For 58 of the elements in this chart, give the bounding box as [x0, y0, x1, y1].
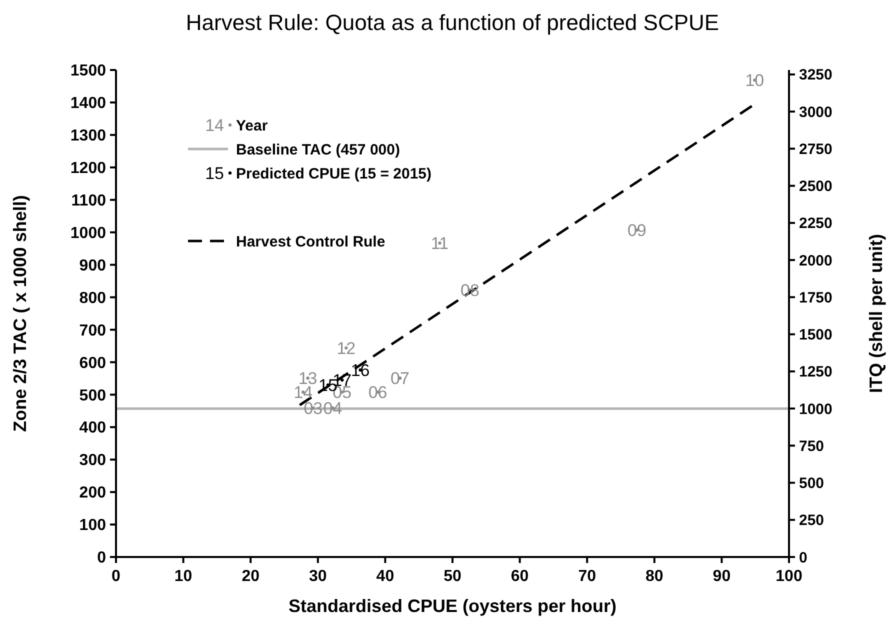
legend-label: Baseline TAC (457 000) [236, 141, 400, 158]
y2-tick-label: 1000 [799, 400, 832, 418]
y2-axis-title: ITQ (shell per unit) [866, 234, 886, 394]
x-tick-label: 40 [376, 568, 394, 585]
y-tick-label: 500 [79, 387, 106, 404]
y2-tick-label: 1250 [799, 364, 832, 381]
annotation: 11 [430, 234, 449, 253]
y2-tick-label: 750 [799, 438, 824, 455]
y-tick-label: 900 [79, 257, 106, 274]
y2-tick-label: 0 [799, 549, 808, 566]
x-tick-label: 100 [776, 568, 802, 585]
x-tick-label: 20 [242, 568, 260, 585]
x-tick-label: 50 [444, 568, 462, 585]
y2-tick-label: 2750 [799, 140, 832, 158]
y-tick-label: 200 [79, 484, 106, 502]
x-tick-label: 10 [174, 568, 192, 585]
y2-tick-label: 500 [799, 475, 824, 492]
legend-label: Year [236, 117, 268, 134]
x-tick-label: 60 [510, 568, 529, 585]
y-tick-label: 600 [79, 354, 106, 372]
y2-tick-label: 250 [799, 512, 824, 530]
annotation: 15 [205, 164, 224, 183]
x-axis-title: Standardised CPUE (oysters per hour) [288, 596, 617, 616]
annotation: 12 [336, 338, 356, 358]
y-tick-label: 800 [79, 290, 106, 307]
y2-tick-label: 3000 [799, 104, 832, 121]
x-tick-label: 80 [646, 568, 664, 585]
y-tick-label: 300 [79, 452, 106, 470]
y-tick-label: 1300 [70, 128, 106, 145]
y-tick-label: 1100 [71, 192, 106, 210]
x-tick-label: 90 [712, 568, 731, 585]
annotation: 06 [368, 383, 388, 402]
y-tick-label: 1200 [70, 160, 106, 177]
legend-label: Harvest Control Rule [236, 233, 386, 250]
y2-tick-label: 2500 [799, 178, 832, 196]
y2-tick-label: 1750 [799, 289, 832, 306]
y2-tick-label: 1500 [799, 326, 832, 344]
y-axis-title: Zone 2/3 TAC ( x 1000 shell) [10, 195, 30, 432]
y-tick-label: 700 [79, 322, 106, 340]
annotation: 10 [745, 71, 764, 90]
y-tick-label: 1000 [70, 224, 106, 242]
legend-label: Predicted CPUE (15 = 2015) [236, 165, 432, 182]
y-tick-label: 1400 [70, 95, 106, 112]
y-tick-label: 100 [79, 517, 106, 534]
annotation: 14 [294, 383, 313, 402]
x-tick-label: 70 [578, 568, 596, 585]
y-tick-label: 1500 [70, 62, 106, 80]
y2-tick-label: 2250 [799, 215, 832, 232]
x-tick-label: 0 [112, 568, 121, 585]
y2-tick-label: 3250 [799, 66, 832, 84]
x-tick-label: 30 [309, 568, 327, 585]
annotation: 07 [390, 369, 410, 388]
y2-tick-label: 2000 [799, 252, 832, 270]
annotation: 09 [627, 221, 646, 240]
chart-title: Harvest Rule: Quota as a function of predicted SCPUE [186, 10, 720, 35]
y-tick-label: 400 [79, 420, 106, 437]
y-tick-label: 0 [97, 550, 106, 567]
annotation: 14 [205, 116, 224, 135]
